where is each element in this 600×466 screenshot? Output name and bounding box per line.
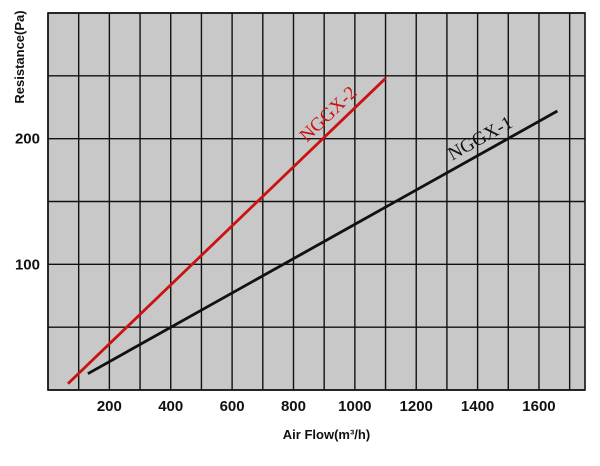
x-tick-label: 800: [281, 398, 306, 415]
x-tick-label: 1200: [400, 398, 433, 415]
y-axis-label: Resistance(Pa): [12, 10, 27, 103]
x-tick-label: 400: [158, 398, 183, 415]
series-line-nggx-1: [87, 109, 559, 375]
x-tick-label: 200: [97, 398, 122, 415]
y-tick-label: 100: [15, 256, 40, 273]
x-tick-label: 1400: [461, 398, 494, 415]
x-tick-label: 1600: [522, 398, 555, 415]
x-tick-label: 1000: [338, 398, 371, 415]
x-axis-label: Air Flow(m³/h): [283, 427, 370, 442]
tick-labels: 200 400 600 800 1000 1200 1400 1600 100 200: [15, 131, 556, 415]
y-tick-label: 200: [15, 131, 40, 148]
x-tick-label: 600: [220, 398, 245, 415]
series-line-nggx-2: [66, 77, 387, 385]
plot-frame: [47, 12, 586, 391]
grid-lines: [47, 12, 586, 391]
